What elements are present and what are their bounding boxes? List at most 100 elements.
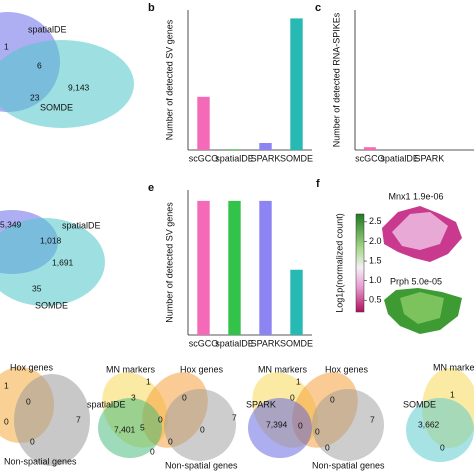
venn-count: 0 xyxy=(290,392,295,402)
venn-count: 0 xyxy=(200,424,205,434)
venn-count: 0 xyxy=(150,446,155,456)
x-tick-label: spatialDE xyxy=(215,153,254,163)
venn-label: Hox genes xyxy=(180,364,224,374)
bar xyxy=(290,18,303,151)
venn-count: 1 xyxy=(450,389,455,399)
plot-title: Prph 5.0e-05 xyxy=(390,276,442,286)
venn-label: MN markers xyxy=(106,364,155,374)
venn-count: 1 xyxy=(296,376,301,386)
venn-1: spatialDE SOMDE 1 6 23 9,143 xyxy=(0,12,134,128)
y-axis-label: Number of detected RNA-SPIKEs xyxy=(331,12,341,147)
x-tick-label: scGCO xyxy=(189,153,219,163)
venn-label: MN markers xyxy=(258,364,307,374)
venn-5: MN markers Hox genes SPARK Non-spatial g… xyxy=(246,364,385,470)
colorbar-tick-label: 2.0 xyxy=(369,236,382,246)
colorbar-tick-label: 0.5 xyxy=(369,295,382,305)
bar xyxy=(228,200,241,335)
venn-set xyxy=(0,40,134,128)
venn-label: Hox genes xyxy=(325,364,369,374)
venn-count: 7,394 xyxy=(266,419,288,429)
venn-label: SPARK xyxy=(246,399,276,409)
venn-count: 1,691 xyxy=(52,257,74,267)
colorbar-tick-label: 2.5 xyxy=(369,216,382,226)
bar xyxy=(259,200,272,335)
venn-count: 7,401 xyxy=(114,424,136,434)
venn-count: 3,662 xyxy=(418,419,440,429)
venn-count: 0 xyxy=(4,416,9,426)
y-axis-label: Number of detected SV genes xyxy=(164,202,174,323)
x-tick-label: SOMDE xyxy=(280,338,313,348)
venn-label: Non-spatial genes xyxy=(4,456,77,466)
venn-count: 0 xyxy=(315,426,320,436)
x-tick-label: SOMDE xyxy=(280,153,313,163)
colorbar-tick-label: 1.0 xyxy=(369,275,382,285)
venn-label: SOMDE xyxy=(403,399,436,409)
venn-count: 7 xyxy=(76,414,81,424)
venn-count: 5,349 xyxy=(0,219,22,229)
x-tick-label: spatialDE xyxy=(215,338,254,348)
venn-count: 0 xyxy=(182,392,187,402)
venn-label: SOMDE xyxy=(40,102,73,112)
venn-count: 0 xyxy=(440,442,445,452)
bar xyxy=(259,143,272,150)
venn-label: MN markers xyxy=(433,362,474,372)
venn-6: MN markers SOMDE 1 3,662 0 xyxy=(403,362,474,462)
venn-label: spatialDE xyxy=(62,220,101,230)
tissue-map xyxy=(400,292,444,324)
venn-label: spatialDE xyxy=(28,24,67,34)
venn-set xyxy=(14,374,90,466)
panel-letter: e xyxy=(148,182,154,194)
venn-count: 0 xyxy=(325,442,330,452)
bar xyxy=(363,147,376,150)
venn-set xyxy=(98,398,162,458)
bar xyxy=(197,96,210,150)
x-tick-label: SPARK xyxy=(251,153,281,163)
venn-label: spatialDE xyxy=(87,399,126,409)
venn-count: 1 xyxy=(146,376,151,386)
bar xyxy=(290,269,303,335)
panel-letter: b xyxy=(148,2,155,14)
venn-set xyxy=(164,389,236,461)
venn-count: 9,143 xyxy=(68,82,90,92)
x-tick-label: spatialDE xyxy=(380,153,419,163)
venn-count: 1 xyxy=(4,380,9,390)
venn-count: 7 xyxy=(370,414,375,424)
colorbar-tick-label: 1.5 xyxy=(369,255,382,265)
venn-count: 35 xyxy=(32,283,42,293)
bar xyxy=(197,200,210,335)
bar xyxy=(228,149,241,150)
venn-label: Hox genes xyxy=(10,362,54,372)
colorbar xyxy=(355,213,365,313)
x-tick-label: scGCO xyxy=(189,338,219,348)
venn-count: 6 xyxy=(37,60,42,70)
venn-label: Non-spatial genes xyxy=(312,460,385,470)
venn-count: 1,018 xyxy=(40,235,62,245)
panel-letter: c xyxy=(315,2,321,14)
x-tick-label: scGCO xyxy=(355,153,385,163)
plot-title: Mnx1 1.9e-06 xyxy=(388,191,443,201)
tissue-map xyxy=(392,212,448,250)
venn-count: 0 xyxy=(168,436,173,446)
venn-set xyxy=(0,218,105,306)
venn-set xyxy=(312,389,384,461)
venn-count: 3 xyxy=(131,392,136,402)
panel-letter: f xyxy=(316,178,320,190)
venn-count: 23 xyxy=(30,92,40,102)
venn-label: SOMDE xyxy=(35,300,68,310)
venn-count: 0 xyxy=(158,414,163,424)
venn-2: spatialDE SOMDE 5,349 1,018 1,691 35 xyxy=(0,210,105,310)
x-tick-label: SPARK xyxy=(251,338,281,348)
venn-count: 0 xyxy=(26,396,31,406)
venn-set xyxy=(248,398,312,458)
venn-3: Hox genes Non-spatial genes 1 0 7 0 0 xyxy=(0,362,90,466)
colorbar-label: Log1p(normalized count) xyxy=(334,213,344,313)
venn-count: 0 xyxy=(30,436,35,446)
venn-count: 0 xyxy=(330,394,335,404)
panel-f: f Log1p(normalized count) Mnx1 1.9e-06 P… xyxy=(316,178,462,334)
x-tick-label: SPARK xyxy=(414,153,444,163)
y-axis-label: Number of detected SV genes xyxy=(164,19,174,140)
venn-set xyxy=(406,398,474,462)
venn-4: MN markers Hox genes spatialDE Non-spati… xyxy=(87,364,238,470)
venn-count: 0 xyxy=(298,420,303,430)
